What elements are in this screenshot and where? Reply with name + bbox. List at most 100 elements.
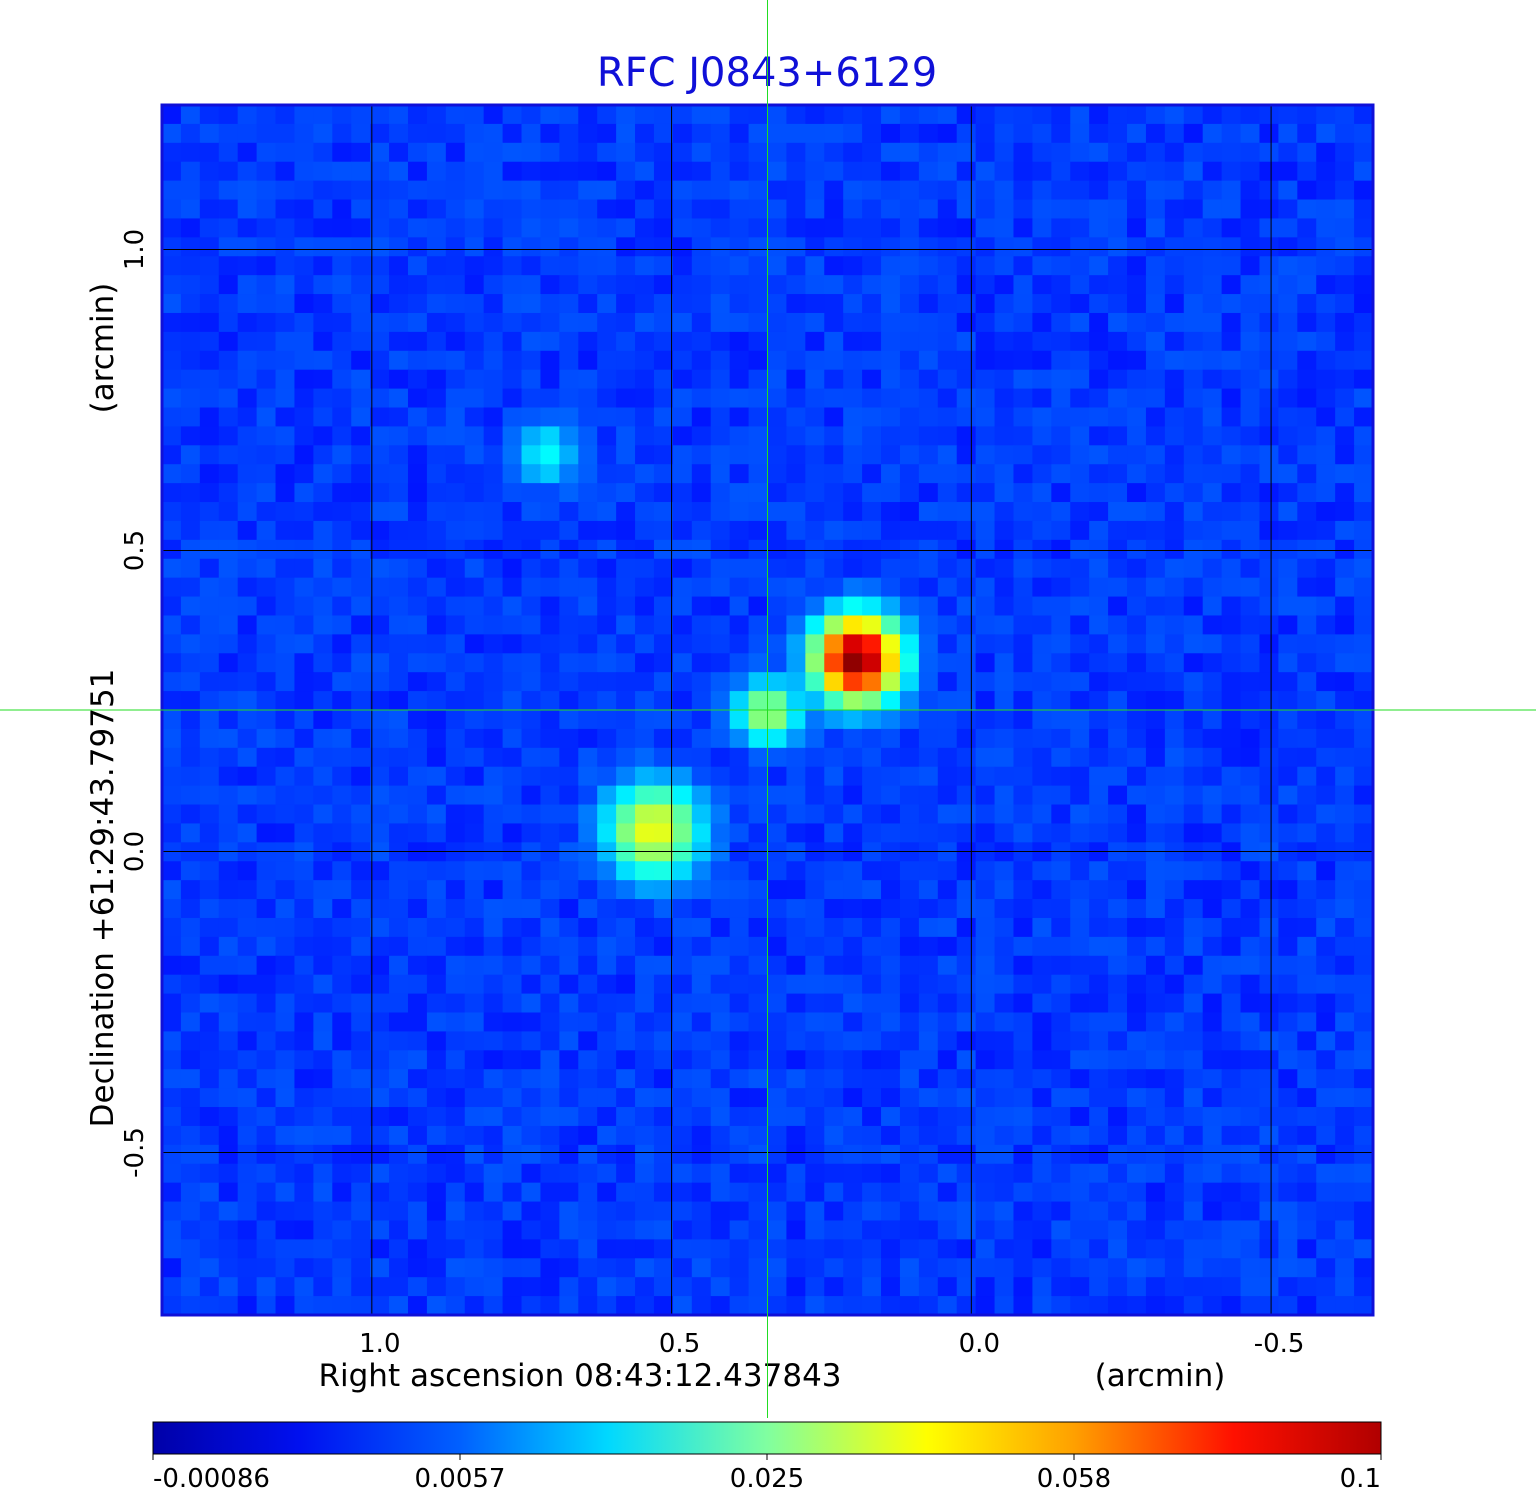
heatmap-cell [937, 615, 958, 635]
heatmap-cell [294, 596, 314, 617]
heatmap-cell [180, 369, 201, 390]
heatmap-cell [937, 1031, 958, 1051]
heatmap-cell [710, 180, 731, 201]
heatmap-cell [691, 899, 712, 919]
heatmap-cell [975, 464, 996, 484]
heatmap-cell [1278, 1277, 1298, 1297]
heatmap-cell [748, 842, 769, 862]
heatmap-cell [767, 256, 788, 276]
heatmap-cell [653, 520, 674, 541]
heatmap-cell [1127, 1258, 1147, 1278]
heatmap-cell [1259, 1069, 1279, 1089]
heatmap-cell [483, 691, 504, 711]
heatmap-cell [237, 237, 258, 257]
heatmap-cell [1127, 955, 1147, 976]
heatmap-cell [256, 558, 277, 579]
heatmap-cell [1335, 1088, 1355, 1108]
heatmap-cell [956, 691, 977, 711]
heatmap-cell [521, 1220, 542, 1240]
heatmap-cell [805, 105, 825, 125]
heatmap-cell [1089, 785, 1109, 806]
heatmap-cell [881, 388, 901, 409]
heatmap-cell [767, 861, 788, 881]
heatmap-cell [1335, 369, 1355, 390]
heatmap-cell [1145, 634, 1166, 654]
heatmap-cell [521, 842, 542, 862]
heatmap-cell [1183, 237, 1204, 257]
heatmap-cell [1202, 710, 1223, 730]
heatmap-cell [502, 256, 523, 276]
heatmap-cell [1127, 861, 1147, 881]
heatmap-cell [767, 899, 788, 919]
heatmap-cell [1278, 123, 1298, 144]
heatmap-cell [1164, 1258, 1185, 1278]
heatmap-cell [1354, 180, 1373, 201]
heatmap-cell [1221, 1258, 1242, 1278]
heatmap-cell [862, 691, 882, 711]
heatmap-cell [502, 1069, 523, 1089]
heatmap-cell [332, 880, 352, 900]
heatmap-cell [275, 1296, 296, 1315]
heatmap-cell [1316, 861, 1336, 881]
heatmap-cell [1202, 369, 1223, 390]
heatmap-cell [389, 766, 409, 787]
heatmap-cell [918, 691, 939, 711]
heatmap-cell [351, 880, 371, 900]
heatmap-cell [237, 426, 258, 446]
heatmap-cell [710, 1031, 731, 1051]
heatmap-cell [597, 445, 617, 465]
heatmap-cell [748, 312, 769, 333]
heatmap-cell [597, 993, 617, 1014]
heatmap-cell [1032, 1220, 1052, 1240]
heatmap-cell [162, 331, 182, 352]
heatmap-cell [824, 710, 844, 730]
heatmap-cell [294, 445, 314, 465]
heatmap-cell [1278, 1031, 1298, 1051]
heatmap-cell [616, 369, 636, 390]
heatmap-cell [256, 1031, 277, 1051]
heatmap-cell [389, 105, 409, 125]
heatmap-cell [313, 218, 333, 238]
heatmap-cell [1354, 502, 1373, 522]
heatmap-cell [275, 445, 296, 465]
heatmap-cell [937, 369, 958, 390]
heatmap-cell [1127, 936, 1147, 957]
heatmap-cell [956, 710, 977, 730]
heatmap-cell [521, 1107, 542, 1127]
heatmap-cell [445, 426, 466, 446]
heatmap-cell [218, 1107, 239, 1127]
heatmap-cell [237, 180, 258, 201]
heatmap-cell [862, 615, 882, 635]
heatmap-cell [881, 312, 901, 333]
heatmap-cell [275, 275, 296, 295]
heatmap-cell [1221, 974, 1242, 995]
heatmap-cell [370, 331, 390, 352]
heatmap-cell [653, 653, 674, 673]
heatmap-cell [426, 728, 447, 749]
heatmap-cell [597, 634, 617, 654]
heatmap-cell [729, 105, 750, 125]
heatmap-cell [180, 199, 201, 220]
heatmap-cell [918, 596, 939, 617]
heatmap-cell [370, 917, 390, 938]
heatmap-cell [881, 880, 901, 900]
heatmap-cell [1145, 237, 1166, 257]
heatmap-cell [389, 653, 409, 673]
heatmap-cell [597, 1201, 617, 1222]
heatmap-cell [994, 464, 1015, 484]
heatmap-cell [1013, 1296, 1033, 1315]
heatmap-cell [1202, 275, 1223, 295]
heatmap-cell [1013, 615, 1033, 635]
heatmap-cell [1145, 388, 1166, 409]
heatmap-cell [256, 502, 277, 522]
heatmap-cell [1183, 1239, 1204, 1259]
heatmap-cell [691, 312, 712, 333]
heatmap-cell [862, 785, 882, 806]
heatmap-cell [1183, 710, 1204, 730]
heatmap-cell [975, 1069, 996, 1089]
heatmap-cell [199, 955, 220, 976]
heatmap-cell [956, 294, 977, 314]
heatmap-cell [843, 1050, 863, 1070]
heatmap-cell [313, 1012, 333, 1033]
heatmap-cell [1202, 577, 1223, 598]
